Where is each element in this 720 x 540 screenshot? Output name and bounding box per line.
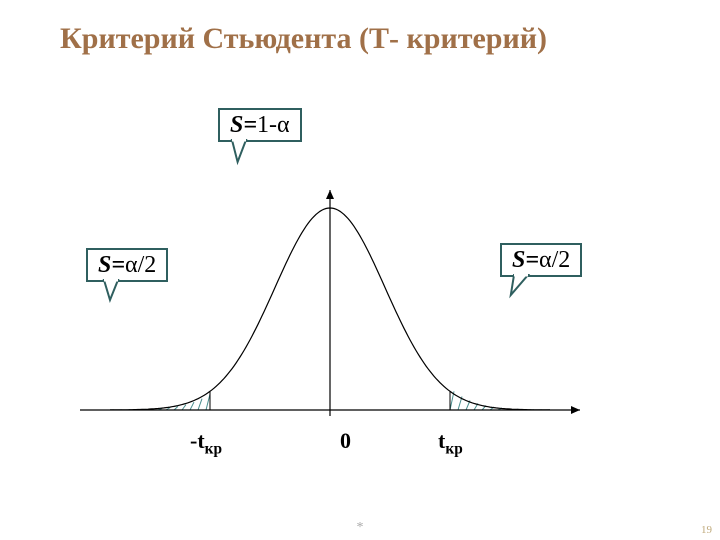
callout-center: S=1-α xyxy=(218,108,302,142)
footer-asterisk: * xyxy=(357,520,364,536)
callout-right-prefix: S= xyxy=(512,247,539,273)
callout-left-prefix: S= xyxy=(98,252,125,278)
tick-pos-t: tкр xyxy=(438,428,463,458)
callout-right: S=α/2 xyxy=(500,243,582,277)
tick-neg-t: -tкр xyxy=(190,428,222,458)
callout-right-pointer xyxy=(508,275,548,305)
callout-left-main: α/2 xyxy=(125,252,156,278)
callout-right-main: α/2 xyxy=(539,247,570,273)
page-number: 19 xyxy=(701,524,712,536)
t-distribution-chart xyxy=(70,190,590,440)
callout-center-pointer xyxy=(226,140,266,170)
slide-title: Критерий Стьюдента (Т- критерий) xyxy=(60,22,547,56)
callout-left-box: S=α/2 xyxy=(86,248,168,282)
callout-center-prefix: S= xyxy=(230,112,257,138)
callout-right-box: S=α/2 xyxy=(500,243,582,277)
callout-center-box: S=1-α xyxy=(218,108,302,142)
callout-left: S=α/2 xyxy=(86,248,168,282)
callout-left-pointer xyxy=(98,280,138,310)
tick-zero: 0 xyxy=(340,428,351,454)
slide: { "title": { "text": "Критерий Стьюдента… xyxy=(0,0,720,540)
callout-center-main: 1-α xyxy=(257,112,290,138)
